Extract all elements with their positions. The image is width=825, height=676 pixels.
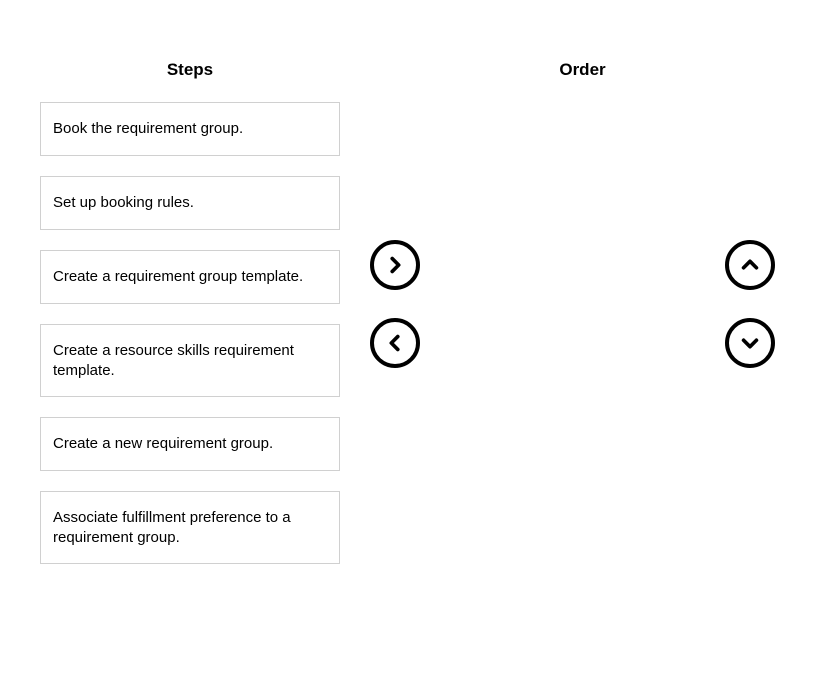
reorder-controls (725, 240, 775, 368)
steps-header: Steps (40, 60, 340, 80)
step-item[interactable]: Create a requirement group template. (40, 250, 340, 304)
ordering-container: Steps Book the requirement group. Set up… (40, 60, 785, 584)
move-up-button[interactable] (725, 240, 775, 290)
order-column: Order (470, 60, 695, 102)
step-item[interactable]: Associate fulfillment preference to a re… (40, 491, 340, 564)
step-item-label: Associate fulfillment preference to a re… (53, 508, 327, 547)
move-down-button[interactable] (725, 318, 775, 368)
move-left-button[interactable] (370, 318, 420, 368)
step-item-label: Set up booking rules. (53, 193, 194, 213)
step-item-label: Create a new requirement group. (53, 434, 273, 454)
order-header: Order (470, 60, 695, 80)
chevron-up-icon (739, 254, 761, 276)
step-item[interactable]: Create a resource skills requirement tem… (40, 324, 340, 397)
move-controls (370, 240, 420, 368)
chevron-right-icon (384, 254, 406, 276)
chevron-left-icon (384, 332, 406, 354)
move-right-button[interactable] (370, 240, 420, 290)
step-item[interactable]: Set up booking rules. (40, 176, 340, 230)
step-item[interactable]: Book the requirement group. (40, 102, 340, 156)
step-item-label: Create a resource skills requirement tem… (53, 341, 327, 380)
step-item-label: Create a requirement group template. (53, 267, 303, 287)
chevron-down-icon (739, 332, 761, 354)
steps-column: Steps Book the requirement group. Set up… (40, 60, 340, 584)
step-item-label: Book the requirement group. (53, 119, 243, 139)
step-item[interactable]: Create a new requirement group. (40, 417, 340, 471)
